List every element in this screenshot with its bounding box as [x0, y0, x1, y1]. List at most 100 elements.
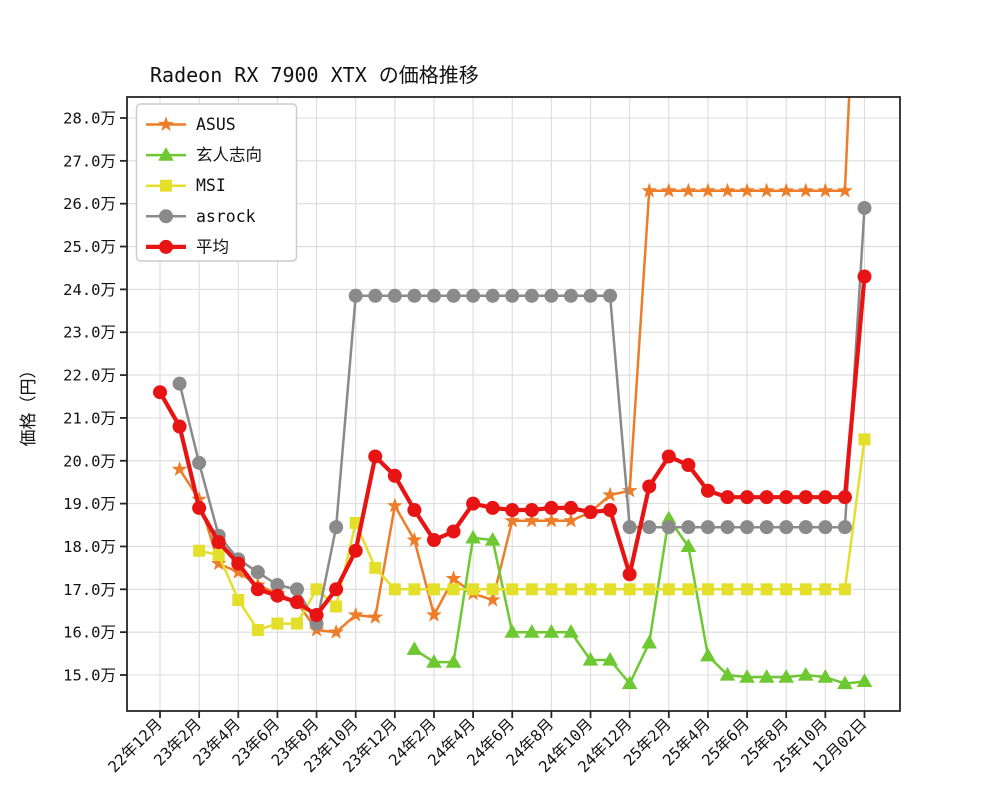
- data-point-square: [427, 583, 440, 596]
- data-point-square: [799, 583, 812, 596]
- data-point-circle: [642, 520, 657, 535]
- data-point-triangle: [426, 654, 442, 668]
- data-point-circle: [642, 479, 657, 494]
- data-point-circle: [661, 520, 676, 535]
- data-point-square: [290, 617, 303, 630]
- data-point-circle: [368, 288, 383, 303]
- data-point-circle: [407, 503, 422, 518]
- legend-box: [135, 103, 298, 262]
- data-point-circle: [407, 288, 422, 303]
- data-point-star: [484, 591, 501, 607]
- data-point-star: [406, 531, 423, 547]
- data-point-circle: [485, 500, 500, 515]
- data-point-star: [543, 512, 560, 528]
- data-point-square: [623, 583, 636, 596]
- data-point-circle: [740, 490, 755, 505]
- data-point-circle: [159, 209, 173, 224]
- data-point-circle: [622, 567, 637, 582]
- data-point-circle: [524, 288, 539, 303]
- data-point-square: [819, 583, 832, 596]
- data-point-square: [741, 583, 754, 596]
- plot-border: [126, 96, 901, 712]
- data-point-square: [212, 549, 225, 562]
- data-point-star: [210, 555, 227, 571]
- data-point-star: [719, 182, 736, 198]
- data-point-square: [525, 583, 538, 596]
- data-point-star: [680, 182, 697, 198]
- data-point-circle: [159, 239, 173, 254]
- legend-item-玄人志向: 玄人志向: [146, 146, 262, 165]
- data-point-star: [230, 564, 247, 579]
- data-point-triangle: [660, 510, 677, 525]
- legend-label: MSI: [196, 176, 226, 195]
- data-point-circle: [368, 449, 383, 464]
- data-point-circle: [603, 503, 618, 518]
- data-point-circle: [524, 503, 539, 518]
- y-tick-label: 20.0万: [63, 452, 116, 470]
- y-tick-label: 18.0万: [63, 538, 116, 556]
- data-point-triangle: [563, 624, 579, 638]
- data-point-square: [388, 583, 401, 596]
- data-point-circle: [446, 288, 461, 303]
- data-point-circle: [348, 288, 363, 303]
- series-MSI: [193, 433, 871, 637]
- data-point-square: [486, 583, 499, 596]
- data-point-circle: [857, 200, 872, 215]
- data-point-square: [330, 600, 343, 613]
- data-point-circle: [622, 520, 637, 535]
- data-point-star: [817, 182, 834, 198]
- data-point-star: [778, 182, 794, 198]
- data-point-circle: [700, 483, 715, 498]
- data-point-square: [838, 583, 851, 596]
- data-point-star: [798, 182, 814, 198]
- chart-title: Radeon RX 7900 XTX の価格推移: [150, 63, 479, 87]
- data-point-circle: [661, 449, 676, 464]
- data-point-star: [700, 182, 716, 198]
- data-point-circle: [289, 595, 304, 610]
- data-point-square: [193, 544, 206, 557]
- data-point-circle: [700, 520, 715, 535]
- data-point-square: [858, 433, 871, 446]
- data-point-triangle: [484, 532, 501, 546]
- data-point-star: [347, 606, 364, 622]
- data-point-circle: [172, 419, 187, 434]
- data-point-circle: [603, 288, 618, 303]
- data-point-circle: [211, 535, 226, 550]
- data-point-circle: [309, 608, 324, 623]
- data-point-square: [251, 624, 264, 637]
- data-point-circle: [426, 533, 441, 548]
- data-point-triangle: [406, 641, 423, 655]
- data-point-circle: [681, 458, 696, 473]
- y-tick-label: 26.0万: [63, 195, 116, 213]
- y-tick-label: 24.0万: [63, 281, 116, 299]
- data-point-circle: [426, 288, 441, 303]
- data-point-circle: [387, 288, 402, 303]
- data-point-star: [641, 182, 657, 198]
- legend-label: asrock: [196, 207, 256, 226]
- legend-item-ASUS: ASUS: [146, 115, 236, 134]
- y-tick-label: 17.0万: [63, 581, 116, 599]
- legend: ASUS 玄人志向 MSI asrock 平均: [135, 103, 298, 262]
- data-point-triangle: [504, 624, 521, 638]
- data-point-triangle: [445, 654, 462, 668]
- data-point-circle: [563, 500, 578, 515]
- data-point-square: [643, 583, 656, 596]
- data-point-circle: [563, 288, 578, 303]
- data-point-square: [780, 583, 793, 596]
- legend-label: 平均: [196, 237, 229, 256]
- data-point-square: [584, 583, 597, 596]
- data-point-star: [445, 570, 462, 586]
- data-point-circle: [192, 455, 207, 470]
- data-point-square: [545, 583, 558, 596]
- data-point-star: [158, 116, 174, 132]
- y-tick-label: 21.0万: [63, 409, 116, 427]
- data-point-star: [758, 182, 775, 198]
- data-point-square: [232, 594, 245, 607]
- data-point-square: [160, 179, 172, 192]
- data-point-circle: [485, 288, 500, 303]
- data-point-circle: [544, 500, 559, 515]
- data-point-circle: [231, 556, 246, 571]
- data-point-circle: [270, 588, 285, 603]
- series-平均: [153, 269, 872, 623]
